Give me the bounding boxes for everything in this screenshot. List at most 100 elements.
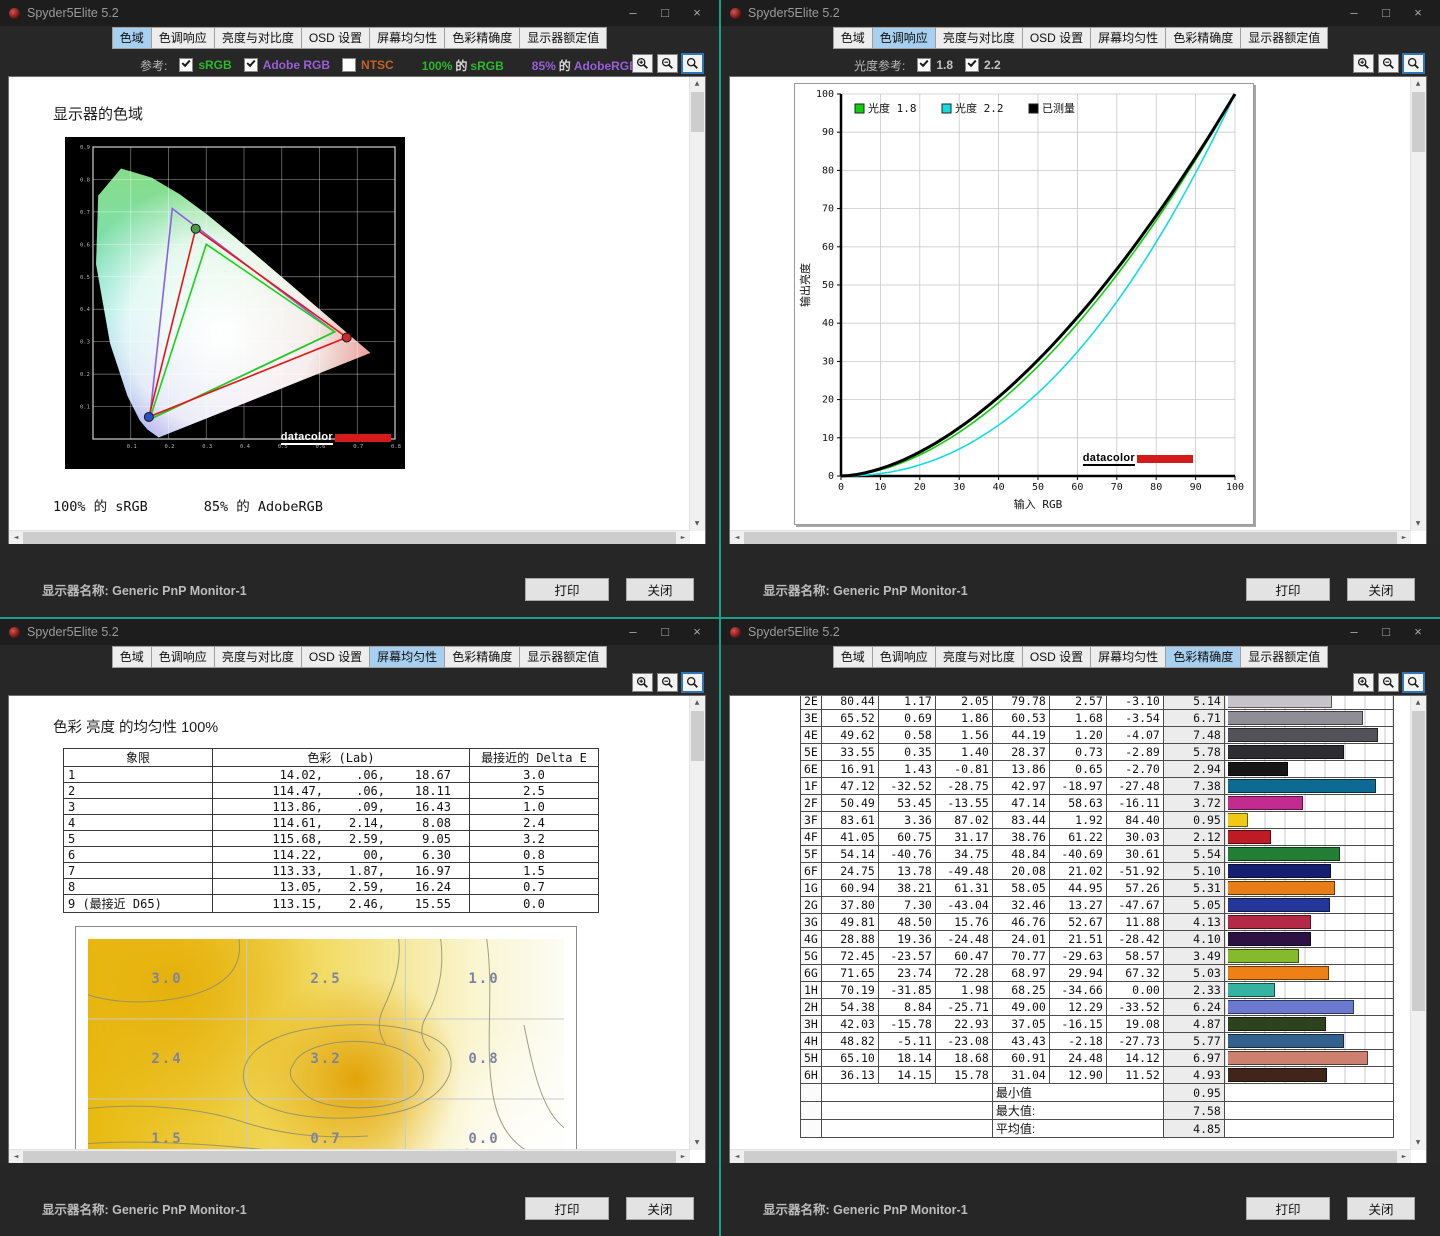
maximize-icon[interactable]: □: [661, 5, 669, 20]
print-button[interactable]: 打印: [1246, 1197, 1330, 1220]
close-button[interactable]: 关闭: [1347, 1197, 1415, 1220]
tab-6[interactable]: 显示器额定值: [1241, 27, 1329, 49]
vertical-scrollbar[interactable]: ▲ ▼: [689, 77, 705, 531]
zoom-fit-button[interactable]: [1402, 53, 1425, 74]
scroll-right-arrow[interactable]: ►: [1401, 534, 1407, 541]
checkbox-Adobe RGB[interactable]: Adobe RGB: [243, 58, 330, 72]
horizontal-scrollbar[interactable]: ◄ ►: [730, 530, 1411, 545]
tab-5[interactable]: 色彩精确度: [445, 27, 521, 49]
scrollbar-thumb[interactable]: [1412, 92, 1425, 152]
zoom-in-button[interactable]: [632, 54, 653, 73]
tab-5[interactable]: 色彩精确度: [1166, 27, 1242, 49]
print-button[interactable]: 打印: [1246, 578, 1330, 601]
tab-0[interactable]: 色域: [832, 646, 873, 668]
zoom-in-button[interactable]: [632, 673, 653, 692]
minimize-icon[interactable]: –: [629, 624, 637, 639]
scroll-right-arrow[interactable]: ►: [680, 1153, 686, 1160]
scroll-up-arrow[interactable]: ▲: [1415, 699, 1421, 706]
tab-3[interactable]: OSD 设置: [1022, 27, 1092, 49]
scroll-left-arrow[interactable]: ◄: [13, 534, 19, 541]
zoom-fit-button[interactable]: [1402, 672, 1425, 693]
tab-0[interactable]: 色域: [111, 27, 152, 49]
checkbox-NTSC[interactable]: NTSC: [342, 58, 394, 72]
horizontal-scrollbar[interactable]: ◄ ►: [9, 1149, 690, 1164]
scrollbar-thumb[interactable]: [1412, 711, 1425, 1011]
scrollbar-thumb[interactable]: [23, 532, 676, 544]
scroll-down-arrow[interactable]: ▼: [1415, 1139, 1421, 1146]
scroll-right-arrow[interactable]: ►: [680, 534, 686, 541]
titlebar[interactable]: Spyder5Elite 5.2 – □ ×: [721, 0, 1440, 26]
vertical-scrollbar[interactable]: ▲ ▼: [1410, 77, 1426, 531]
titlebar[interactable]: Spyder5Elite 5.2 – □ ×: [0, 0, 719, 26]
tab-1[interactable]: 色调响应: [872, 27, 936, 49]
zoom-fit-button[interactable]: [681, 672, 704, 693]
close-button[interactable]: 关闭: [626, 1197, 694, 1220]
tab-6[interactable]: 显示器额定值: [520, 27, 608, 49]
scroll-up-arrow[interactable]: ▲: [1415, 80, 1421, 87]
close-icon[interactable]: ×: [693, 624, 701, 639]
tab-2[interactable]: 亮度与对比度: [214, 27, 302, 49]
zoom-out-button[interactable]: [1378, 54, 1399, 73]
scroll-left-arrow[interactable]: ◄: [13, 1153, 19, 1160]
tab-4[interactable]: 屏幕均匀性: [1091, 646, 1167, 668]
tab-4[interactable]: 屏幕均匀性: [1091, 27, 1167, 49]
maximize-icon[interactable]: □: [661, 624, 669, 639]
tab-2[interactable]: 亮度与对比度: [935, 27, 1023, 49]
zoom-fit-button[interactable]: [681, 53, 704, 74]
tab-3[interactable]: OSD 设置: [1022, 646, 1092, 668]
tab-3[interactable]: OSD 设置: [301, 27, 371, 49]
tab-2[interactable]: 亮度与对比度: [935, 646, 1023, 668]
checkbox-icon[interactable]: [342, 58, 357, 72]
checkbox-sRGB[interactable]: sRGB: [179, 58, 232, 72]
tab-1[interactable]: 色调响应: [151, 646, 215, 668]
tab-3[interactable]: OSD 设置: [301, 646, 371, 668]
tab-5[interactable]: 色彩精确度: [445, 646, 521, 668]
scrollbar-thumb[interactable]: [691, 92, 704, 132]
minimize-icon[interactable]: –: [629, 5, 637, 20]
tab-2[interactable]: 亮度与对比度: [214, 646, 302, 668]
tab-5[interactable]: 色彩精确度: [1166, 646, 1242, 668]
print-button[interactable]: 打印: [525, 578, 609, 601]
checkbox-icon[interactable]: [243, 58, 258, 72]
tab-0[interactable]: 色域: [832, 27, 873, 49]
tab-1[interactable]: 色调响应: [872, 646, 936, 668]
close-button[interactable]: 关闭: [626, 578, 694, 601]
scroll-down-arrow[interactable]: ▼: [694, 1139, 700, 1146]
zoom-out-button[interactable]: [657, 54, 678, 73]
tab-1[interactable]: 色调响应: [151, 27, 215, 49]
scrollbar-thumb[interactable]: [23, 1151, 676, 1163]
scrollbar-thumb[interactable]: [744, 1151, 1397, 1163]
zoom-out-button[interactable]: [1378, 673, 1399, 692]
close-icon[interactable]: ×: [693, 5, 701, 20]
scrollbar-thumb[interactable]: [744, 532, 1397, 544]
horizontal-scrollbar[interactable]: ◄ ►: [9, 530, 690, 545]
checkbox-icon[interactable]: [965, 58, 980, 72]
zoom-in-button[interactable]: [1353, 54, 1374, 73]
scroll-right-arrow[interactable]: ►: [1401, 1153, 1407, 1160]
scroll-up-arrow[interactable]: ▲: [694, 699, 700, 706]
tab-0[interactable]: 色域: [111, 646, 152, 668]
scrollbar-thumb[interactable]: [691, 711, 704, 761]
zoom-in-button[interactable]: [1353, 673, 1374, 692]
close-button[interactable]: 关闭: [1347, 578, 1415, 601]
checkbox-1.8[interactable]: 1.8: [917, 58, 953, 72]
print-button[interactable]: 打印: [525, 1197, 609, 1220]
titlebar[interactable]: Spyder5Elite 5.2 – □ ×: [721, 619, 1440, 645]
vertical-scrollbar[interactable]: ▲ ▼: [689, 696, 705, 1150]
tab-4[interactable]: 屏幕均匀性: [370, 646, 446, 668]
tab-4[interactable]: 屏幕均匀性: [370, 27, 446, 49]
horizontal-scrollbar[interactable]: ◄ ►: [730, 1149, 1411, 1164]
scroll-left-arrow[interactable]: ◄: [734, 1153, 740, 1160]
minimize-icon[interactable]: –: [1350, 624, 1358, 639]
close-icon[interactable]: ×: [1414, 5, 1422, 20]
vertical-scrollbar[interactable]: ▲ ▼: [1410, 696, 1426, 1150]
close-icon[interactable]: ×: [1414, 624, 1422, 639]
tab-6[interactable]: 显示器额定值: [1241, 646, 1329, 668]
scroll-down-arrow[interactable]: ▼: [1415, 520, 1421, 527]
scroll-down-arrow[interactable]: ▼: [694, 520, 700, 527]
checkbox-icon[interactable]: [917, 58, 932, 72]
titlebar[interactable]: Spyder5Elite 5.2 – □ ×: [0, 619, 719, 645]
scroll-up-arrow[interactable]: ▲: [694, 80, 700, 87]
scroll-left-arrow[interactable]: ◄: [734, 534, 740, 541]
zoom-out-button[interactable]: [657, 673, 678, 692]
